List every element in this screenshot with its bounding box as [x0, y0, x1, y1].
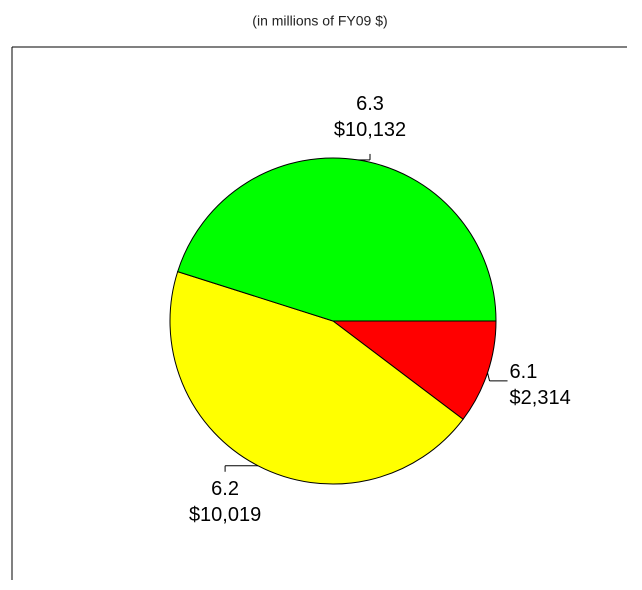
- slice-value-label: $2,314: [510, 387, 571, 409]
- pie-slice: [169, 270, 464, 485]
- slice-label: 6.2: [211, 478, 239, 500]
- pie-slice: [331, 320, 497, 420]
- pie-slice: [177, 157, 497, 322]
- slice-value-label: $10,019: [189, 504, 261, 526]
- slice-label: 6.3: [356, 93, 384, 115]
- leader-line: [487, 372, 491, 381]
- chart-subtitle: (in millions of FY09 $): [252, 13, 387, 29]
- slice-label: 6.1: [510, 361, 538, 383]
- slice-value-label: $10,132: [334, 119, 406, 141]
